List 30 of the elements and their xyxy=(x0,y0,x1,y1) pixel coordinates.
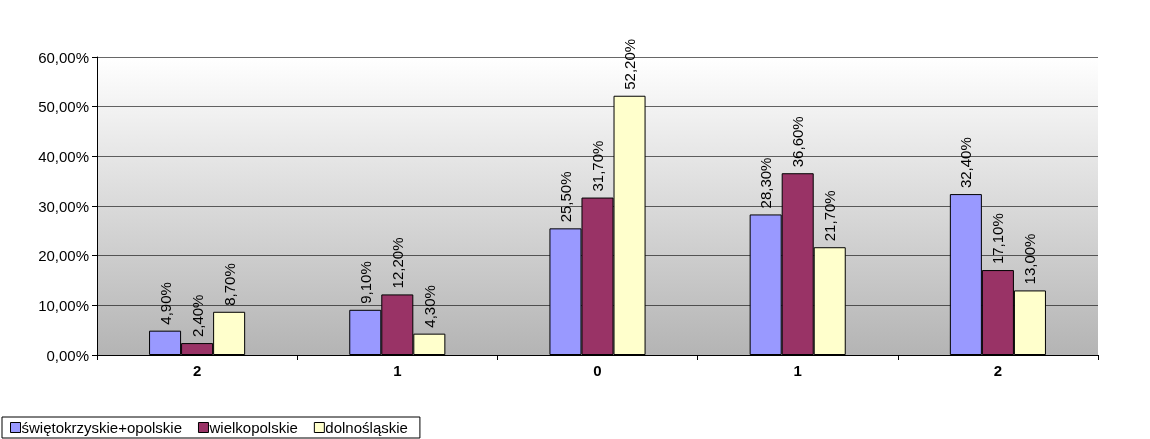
y-tick-label: 30,00% xyxy=(38,197,89,215)
y-tick-label: 20,00% xyxy=(38,247,89,265)
legend-label: dolnośląskie xyxy=(325,419,408,436)
x-tick-label: 0 xyxy=(593,362,602,379)
x-tick-label: 2 xyxy=(192,362,202,379)
y-tick-label: 60,00% xyxy=(38,48,89,66)
data-label: 4,90% xyxy=(156,282,174,325)
data-label: 21,70% xyxy=(821,190,839,242)
data-label: 17,10% xyxy=(989,213,1007,265)
x-tick-label: 1 xyxy=(393,362,402,379)
data-label: 36,60% xyxy=(789,116,807,168)
legend-label: wielkopolskie xyxy=(208,419,298,436)
data-label: 4,30% xyxy=(420,285,438,328)
x-tick-label: 2 xyxy=(993,362,1003,379)
y-tick-label: 50,00% xyxy=(38,98,89,116)
legend-label: świętokrzyskie+opolskie xyxy=(21,419,182,436)
y-tick-label: 10,00% xyxy=(38,296,89,314)
data-label: 8,70% xyxy=(220,263,238,306)
data-label: 13,00% xyxy=(1021,233,1039,285)
data-label: 12,20% xyxy=(388,237,406,289)
data-label: 25,50% xyxy=(556,171,574,223)
data-label: 28,30% xyxy=(757,157,775,209)
y-tick-label: 40,00% xyxy=(38,147,89,165)
data-label: 2,40% xyxy=(188,294,206,338)
data-label: 31,70% xyxy=(589,140,606,192)
data-label: 32,40% xyxy=(957,137,975,189)
x-tick-label: 1 xyxy=(793,362,802,379)
data-label: 9,10% xyxy=(356,261,374,304)
y-tick-label: 0,00% xyxy=(46,346,89,364)
data-label: 52,20% xyxy=(621,38,639,90)
